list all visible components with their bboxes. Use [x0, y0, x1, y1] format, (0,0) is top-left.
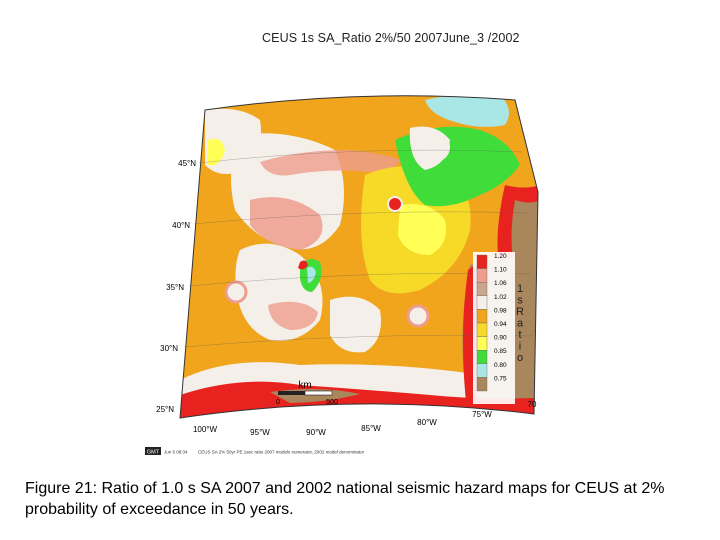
- legend-swatch: [476, 350, 488, 365]
- lon-label-80: 80°W: [417, 418, 437, 427]
- hazard-map: 45°N 40°N 35°N 30°N 25°N 100°W 95°W 90°W…: [145, 95, 539, 456]
- legend-swatch: [476, 322, 488, 337]
- scale-end: 500: [326, 399, 338, 406]
- legend-swatch: [476, 295, 488, 310]
- lat-label-35: 35°N: [166, 283, 184, 292]
- legend-swatch: [476, 377, 488, 392]
- zone-pink-south: [268, 301, 318, 330]
- lon-label-90: 90°W: [306, 428, 326, 437]
- gmt-logo: [145, 447, 161, 455]
- legend-label: 0.85: [494, 348, 507, 355]
- scale-start: 0: [276, 399, 280, 406]
- ring-northeast: [420, 132, 450, 162]
- legend-title-char: 1: [517, 283, 523, 295]
- zone-yellow-northwest: [208, 138, 225, 166]
- lon-label-100: 100°W: [193, 425, 218, 434]
- gmt-caption: CEUS SA 2% 50yr PE 1sec ratio 2007 model…: [198, 450, 365, 455]
- legend-label: 1.20: [494, 253, 507, 260]
- scale-unit: km: [298, 380, 311, 391]
- longitude-labels: 100°W 95°W 90°W 85°W 80°W 75°W 70: [193, 400, 537, 437]
- ring-great-lakes: [387, 196, 403, 212]
- legend-title-char: t: [518, 329, 521, 341]
- lat-label-40: 40°N: [172, 221, 190, 230]
- legend-title-char: a: [517, 318, 524, 330]
- scale-seg-2: [304, 390, 333, 396]
- map-border: [179, 95, 539, 419]
- zone-cyan-newmadrid: [307, 266, 316, 283]
- lat-label-45: 45°N: [178, 159, 196, 168]
- lon-label-95: 95°W: [250, 428, 270, 437]
- legend-title-char: i: [519, 341, 521, 353]
- legend-title-char: R: [516, 306, 524, 318]
- zone-white-mississippi: [330, 296, 381, 353]
- latitude-labels: 45°N 40°N 35°N 30°N 25°N: [156, 159, 196, 414]
- scale-bar: km 0 500: [276, 380, 338, 406]
- zone-pink-central: [250, 197, 323, 250]
- legend-title-char: s: [517, 295, 523, 307]
- lat-label-25: 25°N: [156, 405, 174, 414]
- legend-swatches: 1.20 1.10 1.06 1.02 0.98 0.94 0.90 0.85 0.80 0.75: [476, 253, 507, 392]
- legend-label: 0.75: [494, 375, 507, 382]
- zone-cyan-northeast: [425, 95, 509, 127]
- legend-swatch: [476, 336, 488, 351]
- legend-label: 0.98: [494, 307, 507, 314]
- legend-label: 0.90: [494, 335, 507, 342]
- zone-lightyellow-east: [398, 204, 446, 255]
- figure-caption: Figure 21: Ratio of 1.0 s SA 2007 and 20…: [25, 480, 665, 518]
- gmt-date: Jun 5 08:34: [164, 450, 188, 455]
- legend: 1.20 1.10 1.06 1.02 0.98 0.94 0.90 0.85 0.80 0.75…: [473, 252, 524, 404]
- ring-west: [224, 280, 248, 304]
- legend-title-char: o: [517, 352, 523, 364]
- legend-label: 0.94: [494, 321, 507, 328]
- lon-label-70: 70: [528, 400, 537, 409]
- zone-pink-arc: [260, 150, 400, 176]
- legend-label: 1.10: [494, 267, 507, 274]
- legend-swatch: [476, 363, 488, 378]
- legend-swatch: [476, 268, 488, 283]
- ring-southeast: [406, 304, 430, 328]
- scale-seg-1: [278, 391, 305, 395]
- gmt-stamp: GMT Jun 5 08:34 CEUS SA 2% 50yr PE 1sec …: [145, 447, 365, 456]
- zone-red-newmadrid: [298, 260, 308, 270]
- lat-label-30: 30°N: [160, 344, 178, 353]
- gmt-logo-text: GMT: [147, 450, 160, 456]
- legend-swatch: [476, 282, 488, 297]
- lon-label-85: 85°W: [361, 424, 381, 433]
- legend-label: 1.06: [494, 280, 507, 287]
- lon-label-75: 75°W: [472, 410, 492, 419]
- legend-swatch: [476, 254, 488, 269]
- legend-swatch: [476, 309, 488, 324]
- legend-label: 1.02: [494, 294, 507, 301]
- legend-label: 0.80: [494, 362, 507, 369]
- map-title: CEUS 1s SA_Ratio 2%/50 2007June_3 /2002: [262, 31, 520, 45]
